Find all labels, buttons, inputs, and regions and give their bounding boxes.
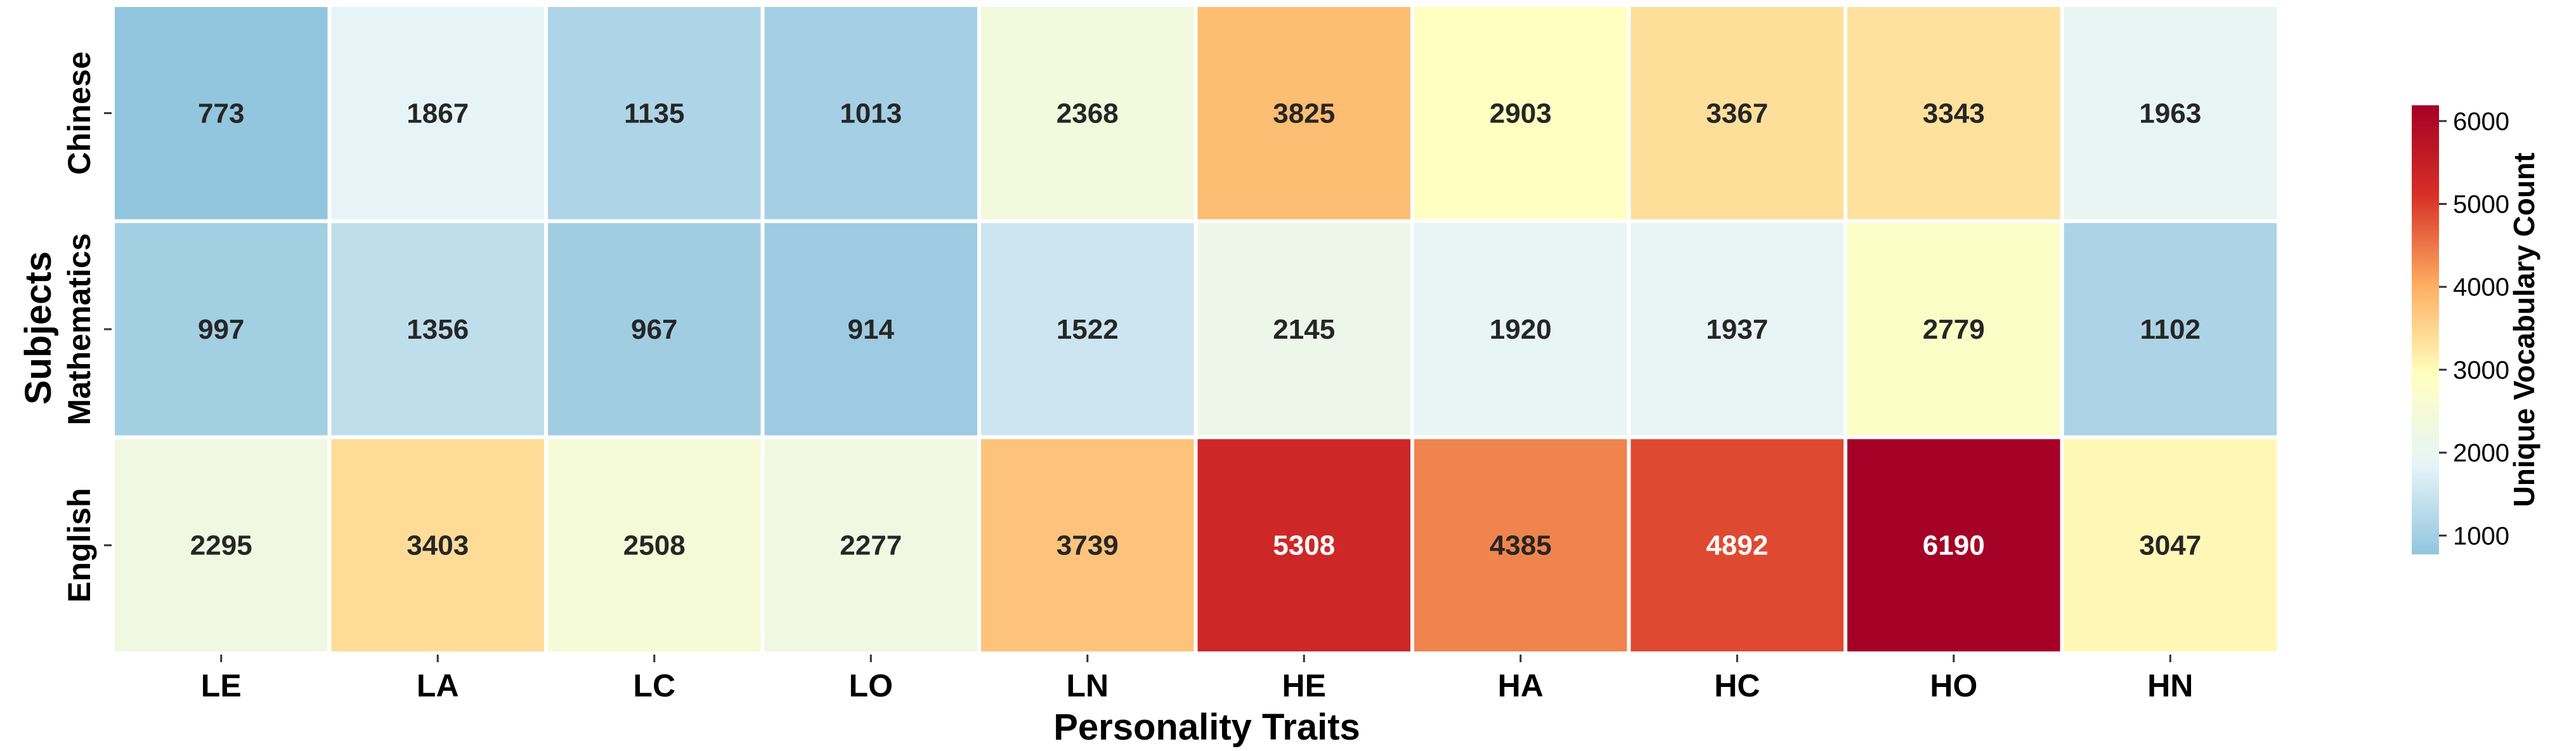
colorbar-title: Unique Vocabulary Count: [2508, 153, 2540, 507]
x-tick-label: HC: [1714, 668, 1760, 703]
heatmap-cell-value: 1963: [2139, 98, 2201, 129]
heatmap-cell: [115, 439, 328, 651]
x-tick-label: HN: [2147, 668, 2193, 703]
heatmap-cell: [331, 7, 544, 219]
heatmap-cell: [115, 223, 328, 436]
heatmap-cell: [1197, 439, 1410, 651]
heatmap-cell-value: 997: [198, 314, 244, 345]
y-tick-label: Chinese: [62, 51, 97, 175]
heatmap-cell-value: 2779: [1923, 314, 1985, 345]
colorbar-tick-label: 1000: [2453, 522, 2509, 550]
heatmap-cell-value: 1356: [407, 314, 469, 345]
heatmap-cell: [1847, 223, 2060, 436]
colorbar: 1000 2000 3000 4000 5000 6000 Unique Vocabula…: [2412, 105, 2540, 554]
colorbar-tick-label: 2000: [2453, 440, 2509, 467]
heatmap-cell: [548, 7, 761, 219]
heatmap-cell: [2064, 223, 2277, 436]
x-tick-label: HO: [1930, 668, 1977, 703]
heatmap-cell-value: 3047: [2139, 530, 2201, 561]
heatmap-cell-value: 1135: [624, 98, 684, 129]
colorbar-tick-label: 4000: [2453, 273, 2509, 301]
x-tick-label: LN: [1066, 668, 1109, 703]
heatmap-cell-value: 2903: [1490, 98, 1552, 129]
colorbar-tick-label: 5000: [2453, 191, 2509, 219]
colorbar-tick-label: 6000: [2453, 108, 2509, 136]
x-tick-label: HA: [1498, 668, 1544, 703]
x-tick-label: LA: [417, 668, 459, 703]
heatmap-cell-labels: 773 1867 1135 1013 2368 3825 2903 3367 3343 1963 9…: [190, 98, 2201, 561]
heatmap-cell-value: 967: [631, 314, 677, 345]
colorbar-tick-label: 3000: [2453, 356, 2509, 384]
heatmap-cell: [764, 439, 977, 651]
y-axis-title: Subjects: [18, 251, 59, 405]
colorbar-gradient: [2412, 105, 2439, 554]
heatmap-cell: [2064, 439, 2277, 651]
heatmap-cell: [1630, 223, 1844, 436]
y-axis-ticks: Chinese Mathematics English: [62, 51, 112, 603]
heatmap-cell: [548, 223, 761, 436]
heatmap-cell-value: 4385: [1490, 530, 1552, 561]
x-axis-title: Personality Traits: [1053, 707, 1360, 748]
heatmap-cell: [981, 7, 1194, 219]
heatmap-cell-value: 2277: [840, 530, 902, 561]
heatmap-cell: [764, 223, 977, 436]
heatmap-cell-value: 773: [198, 98, 244, 129]
heatmap-cell-value: 1522: [1057, 314, 1119, 345]
heatmap-cell-value: 4892: [1706, 530, 1768, 561]
heatmap-cell-value: 2145: [1273, 314, 1335, 345]
heatmap-cell-value: 3825: [1273, 98, 1335, 129]
y-tick-label: Mathematics: [62, 233, 97, 426]
heatmap-cell-value: 3739: [1057, 530, 1119, 561]
heatmap-cell-value: 3343: [1923, 98, 1985, 129]
heatmap-cell: [1847, 439, 2060, 651]
heatmap-cell: [764, 7, 977, 219]
heatmap-cell-value: 1920: [1490, 314, 1552, 345]
x-tick-label: LC: [633, 668, 675, 703]
heatmap-cell: [548, 439, 761, 651]
x-axis-ticks: LE LA LC LO LN HE HA HC HO HN: [201, 655, 2193, 703]
heatmap-cell: [1197, 223, 1410, 436]
heatmap-cell-value: 5308: [1273, 530, 1335, 561]
heatmap-cells: [115, 7, 2277, 651]
heatmap-cell-value: 2508: [623, 530, 686, 561]
colorbar-ticks: 1000 2000 3000 4000 5000 6000: [2439, 108, 2509, 550]
x-tick-label: HE: [1282, 668, 1326, 703]
heatmap-cell-value: 1013: [840, 98, 902, 129]
heatmap-cell-value: 1867: [407, 98, 469, 129]
heatmap-cell-value: 2295: [190, 530, 252, 561]
x-tick-label: LE: [201, 668, 242, 703]
heatmap-cell-value: 3403: [407, 530, 469, 561]
x-tick-label: LO: [849, 668, 893, 703]
heatmap-cell: [1630, 7, 1844, 219]
heatmap-cell-value: 6190: [1923, 530, 1985, 561]
heatmap-cell: [1847, 7, 2060, 219]
heatmap-cell-value: 1102: [2140, 314, 2201, 345]
heatmap-cell: [981, 439, 1194, 651]
heatmap-cell-value: 3367: [1706, 98, 1768, 129]
heatmap-cell: [981, 223, 1194, 436]
heatmap-cell: [331, 223, 544, 436]
y-tick-label: English: [62, 488, 97, 603]
heatmap-cell: [1414, 223, 1627, 436]
heatmap-cell-value: 1937: [1706, 314, 1768, 345]
heatmap-cell-value: 2368: [1057, 98, 1119, 129]
heatmap-cell: [1630, 439, 1844, 651]
heatmap-cell: [1197, 7, 1410, 219]
heatmap-cell: [1414, 439, 1627, 651]
heatmap-cell: [115, 7, 328, 219]
heatmap-cell: [2064, 7, 2277, 219]
heatmap-cell-value: 914: [848, 314, 895, 345]
heatmap-cell: [331, 439, 544, 651]
heatmap-cell: [1414, 7, 1627, 219]
